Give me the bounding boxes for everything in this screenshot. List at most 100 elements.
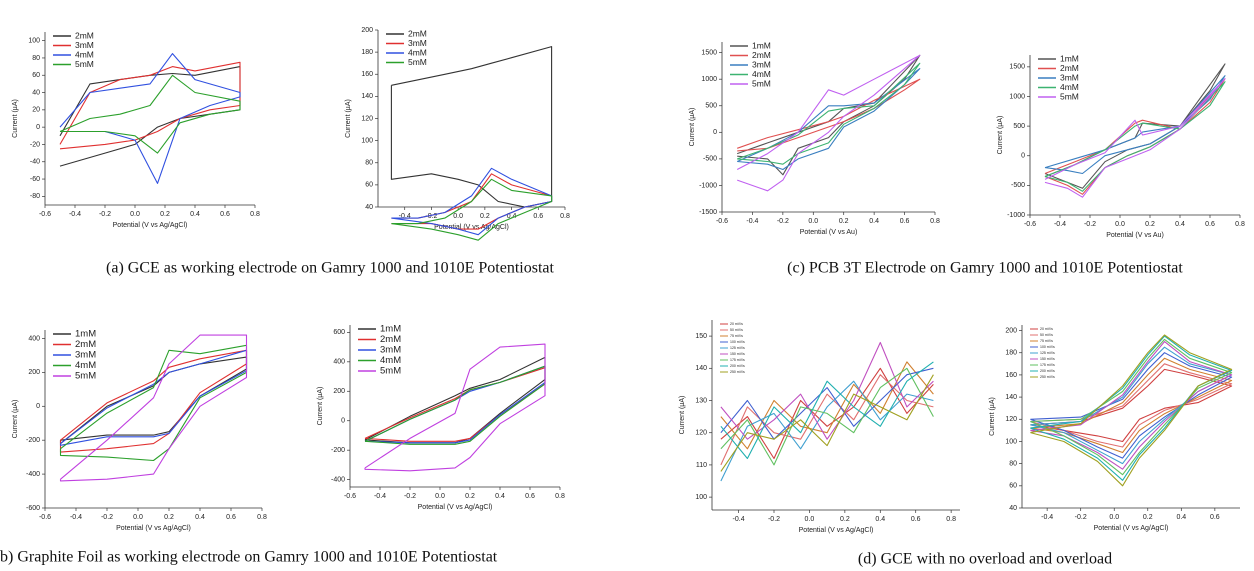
y-tick-label: -500 (1011, 182, 1025, 189)
series-line (59, 334, 248, 482)
y-tick-label: 400 (28, 335, 40, 342)
legend-label: 75 mV/s (730, 334, 743, 338)
x-tick-label: -0.2 (768, 516, 780, 523)
y-tick-label: 0 (36, 124, 40, 131)
x-tick-label: -0.4 (70, 514, 82, 521)
legend-label: 175 mV/s (1040, 363, 1055, 367)
x-tick-label: 0.0 (133, 514, 143, 521)
x-tick-label: 0.2 (840, 516, 850, 523)
y-tick-label: -1000 (1007, 212, 1025, 219)
legend-label: 20 mV/s (730, 322, 743, 326)
legend-label: 20 mV/s (1040, 327, 1053, 331)
x-tick-label: 0.0 (1109, 514, 1119, 521)
x-tick-label: -0.2 (777, 218, 789, 225)
y-tick-label: -400 (26, 471, 40, 478)
legend-label: 100 mV/s (730, 340, 745, 344)
legend-label: 1mM (380, 324, 401, 335)
y-tick-label: -500 (703, 156, 717, 163)
legend-label: 3mM (75, 40, 94, 50)
x-tick-label: -0.6 (716, 218, 728, 225)
y-tick-label: 100 (695, 494, 707, 501)
legend-label: 1mM (75, 329, 96, 340)
legend-label: 3mM (380, 345, 401, 356)
legend-label: 4mM (75, 360, 96, 371)
y-tick-label: 0 (36, 403, 40, 410)
y-axis-label: Current (µA) (345, 99, 352, 138)
series-line (720, 341, 934, 440)
y-tick-label: 140 (361, 93, 373, 100)
series-line (1030, 357, 1233, 454)
x-tick-label: -0.4 (374, 493, 386, 500)
y-tick-label: 180 (1005, 350, 1017, 357)
legend-label: 150 mV/s (1040, 357, 1055, 361)
legend-label: 5mM (752, 78, 771, 88)
y-tick-label: 200 (333, 388, 345, 395)
legend-label: 3mM (752, 59, 771, 69)
series-line (391, 178, 553, 241)
x-tick-label: 0.2 (1145, 221, 1155, 228)
series-line (364, 365, 546, 444)
x-tick-label: 0.2 (160, 211, 170, 218)
x-axis-label: Potential (V vs Ag/AgCl) (799, 527, 874, 534)
x-tick-label: 0.6 (1210, 514, 1220, 521)
x-tick-label: -0.4 (399, 213, 411, 220)
x-tick-label: 0.8 (257, 514, 267, 521)
x-tick-label: -0.6 (344, 493, 356, 500)
x-tick-label: 0.6 (900, 218, 910, 225)
x-tick-label: 0.4 (1175, 221, 1185, 228)
x-tick-label: 0.6 (220, 211, 230, 218)
series-line (720, 367, 934, 440)
y-tick-label: -40 (30, 159, 40, 166)
series-line (59, 53, 241, 184)
legend-label: 2mM (380, 334, 401, 345)
series-line (1044, 78, 1226, 195)
y-tick-label: 120 (695, 430, 707, 437)
x-tick-label: 0.6 (533, 213, 543, 220)
legend-label: 4mM (408, 47, 427, 57)
legend-label: 2mM (408, 28, 427, 38)
y-tick-label: 1500 (701, 49, 717, 56)
x-tick-label: -0.4 (733, 516, 745, 523)
y-tick-label: 40 (365, 204, 373, 211)
x-tick-label: 0.8 (250, 211, 260, 218)
legend-label: 1mM (1060, 53, 1079, 63)
y-tick-label: -80 (30, 193, 40, 200)
caption: (c) PCB 3T Electrode on Gamry 1000 and 1… (787, 260, 1183, 277)
y-axis-label: Current (µA) (997, 116, 1004, 155)
legend-label: 100 mV/s (1040, 345, 1055, 349)
series-line (737, 62, 921, 165)
caption: (d) GCE with no overload and overload (858, 551, 1112, 568)
x-tick-label: 0.0 (130, 211, 140, 218)
x-axis-label: Potential (V vs Au) (800, 229, 858, 236)
series-line (364, 367, 546, 442)
x-tick-label: -0.6 (1024, 221, 1036, 228)
legend-label: 5mM (1060, 91, 1079, 101)
x-tick-label: 0.0 (1115, 221, 1125, 228)
y-tick-label: 60 (365, 182, 373, 189)
x-tick-label: 0.0 (808, 218, 818, 225)
y-tick-label: 20 (32, 107, 40, 114)
x-tick-label: -0.4 (69, 211, 81, 218)
legend-label: 2mM (75, 339, 96, 350)
y-tick-label: 60 (1009, 483, 1017, 490)
y-tick-label: -200 (331, 447, 345, 454)
x-tick-label: 0.8 (560, 213, 570, 220)
x-tick-label: 0.2 (839, 218, 849, 225)
y-tick-label: 130 (695, 397, 707, 404)
x-tick-label: -0.2 (101, 514, 113, 521)
x-axis-label: Potential (V vs Ag/AgCl) (1094, 525, 1169, 532)
y-tick-label: 400 (333, 359, 345, 366)
series-line (1030, 352, 1233, 459)
series-line (364, 365, 546, 445)
legend-label: 200 mV/s (1040, 369, 1055, 373)
series-line (364, 343, 546, 472)
series-line (59, 74, 241, 154)
x-tick-label: 0.0 (805, 516, 815, 523)
x-axis-label: Potential (V vs Ag/AgCl) (113, 222, 188, 229)
legend-label: 175 mV/s (730, 358, 745, 362)
x-tick-label: -0.2 (404, 493, 416, 500)
y-tick-label: 100 (361, 137, 373, 144)
y-axis-label: Current (µA) (12, 99, 19, 138)
legend-label: 5mM (408, 57, 427, 67)
